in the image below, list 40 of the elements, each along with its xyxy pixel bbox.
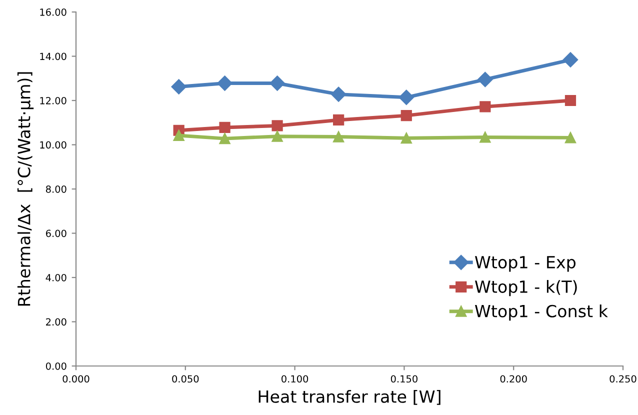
point [400,132,412,144]
point [219,133,230,144]
point [400,110,412,122]
legend-label: Wtop1 - Exp [474,256,576,272]
y-axis-title: Rthermal/Δx [°C/(Watt·μm)] [17,72,34,306]
point [330,86,346,102]
y-tick-label: 10.00 [40,141,66,149]
point [564,132,576,144]
y-tick-label: 2.00 [46,318,66,326]
y-tick-label: 12.00 [40,96,66,104]
point [562,52,578,68]
y-tick-label: 4.00 [46,274,66,282]
y-tick-label: 0.00 [46,362,66,370]
point [480,132,491,143]
point [478,72,493,88]
point [171,79,186,94]
y-tick-label: 14.00 [40,52,66,60]
point [480,101,491,112]
point [272,130,283,142]
y-tick-label: 16.00 [40,8,66,16]
legend-label: Wtop1 - k(T) [474,280,577,296]
point [173,130,184,142]
point [270,76,285,91]
x-tick-label: 0.200 [500,375,527,383]
x-tick-label: 0.000 [62,375,90,383]
point [219,122,230,134]
x-axis-title: Heat transfer rate [W] [258,390,440,405]
x-tick-label: 0.050 [172,375,199,383]
point [272,120,283,132]
x-tick-label: 0.150 [390,375,418,383]
point [333,131,344,142]
point [333,114,344,126]
legend-label: Wtop1 - Const k [474,304,608,321]
y-tick-label: 6.00 [46,230,66,238]
x-tick-label: 0.100 [282,375,308,383]
y-tick-label: 8.00 [46,185,66,193]
point [398,90,414,105]
x-tick-label: 0.250 [610,375,636,383]
point [217,76,232,91]
point [564,94,576,106]
